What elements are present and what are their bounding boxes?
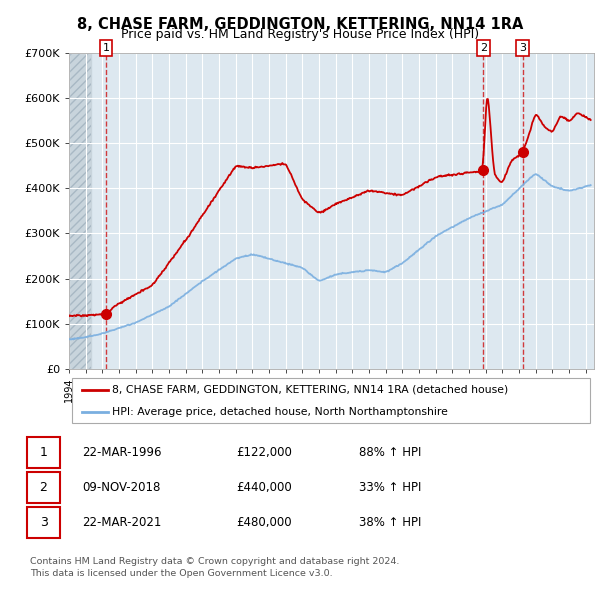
Text: £480,000: £480,000 — [236, 516, 292, 529]
Text: £440,000: £440,000 — [236, 481, 292, 494]
FancyBboxPatch shape — [27, 472, 60, 503]
Text: 3: 3 — [519, 43, 526, 53]
Polygon shape — [69, 53, 91, 369]
Text: Price paid vs. HM Land Registry's House Price Index (HPI): Price paid vs. HM Land Registry's House … — [121, 28, 479, 41]
Text: £122,000: £122,000 — [236, 446, 292, 459]
Text: 09-NOV-2018: 09-NOV-2018 — [83, 481, 161, 494]
Text: 33% ↑ HPI: 33% ↑ HPI — [359, 481, 421, 494]
Text: 88% ↑ HPI: 88% ↑ HPI — [359, 446, 421, 459]
Text: 8, CHASE FARM, GEDDINGTON, KETTERING, NN14 1RA (detached house): 8, CHASE FARM, GEDDINGTON, KETTERING, NN… — [112, 385, 508, 395]
Text: 2: 2 — [40, 481, 47, 494]
Text: 8, CHASE FARM, GEDDINGTON, KETTERING, NN14 1RA: 8, CHASE FARM, GEDDINGTON, KETTERING, NN… — [77, 17, 523, 31]
Text: 1: 1 — [40, 446, 47, 459]
FancyBboxPatch shape — [27, 437, 60, 468]
Text: 22-MAR-1996: 22-MAR-1996 — [83, 446, 162, 459]
Text: 2: 2 — [480, 43, 487, 53]
Text: 1: 1 — [103, 43, 110, 53]
Text: 38% ↑ HPI: 38% ↑ HPI — [359, 516, 421, 529]
FancyBboxPatch shape — [71, 378, 590, 424]
Text: This data is licensed under the Open Government Licence v3.0.: This data is licensed under the Open Gov… — [30, 569, 332, 578]
Text: 22-MAR-2021: 22-MAR-2021 — [83, 516, 162, 529]
Text: HPI: Average price, detached house, North Northamptonshire: HPI: Average price, detached house, Nort… — [112, 407, 448, 417]
FancyBboxPatch shape — [27, 507, 60, 537]
Text: 3: 3 — [40, 516, 47, 529]
Text: Contains HM Land Registry data © Crown copyright and database right 2024.: Contains HM Land Registry data © Crown c… — [30, 557, 400, 566]
